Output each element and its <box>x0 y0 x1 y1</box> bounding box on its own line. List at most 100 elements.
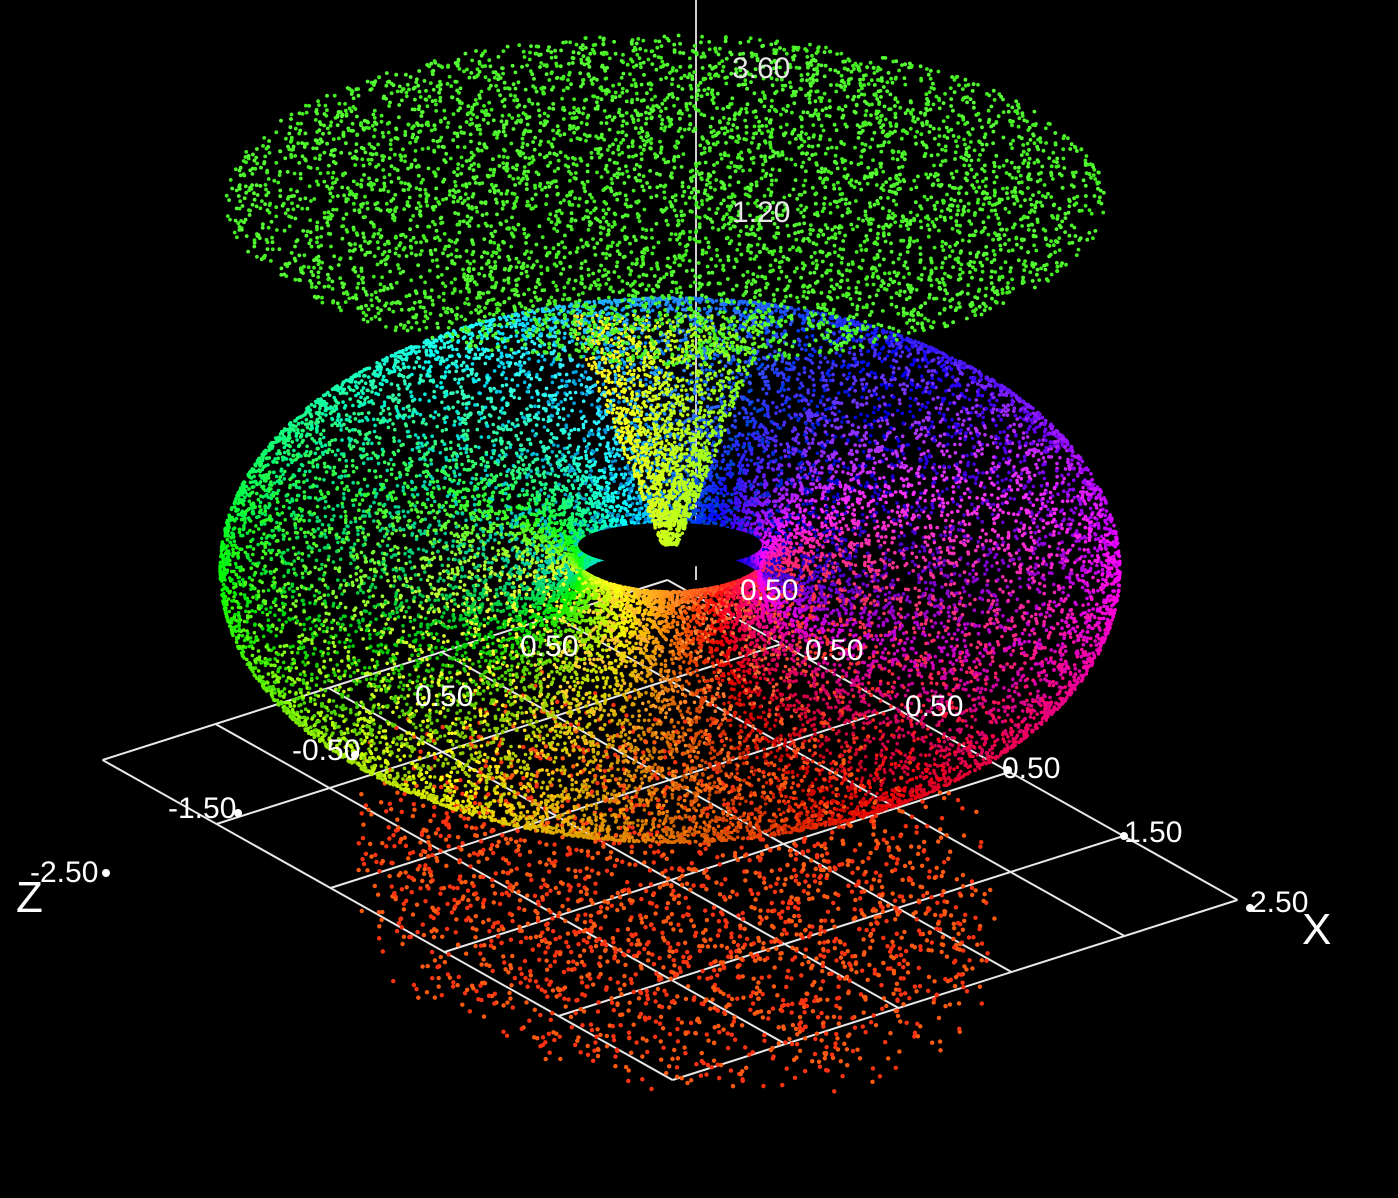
lower-point <box>406 856 410 860</box>
lower-point <box>621 952 625 956</box>
lower-point <box>650 901 654 905</box>
lower-point <box>830 830 834 834</box>
lower-point <box>690 861 694 865</box>
lower-point <box>694 931 698 935</box>
torus-point <box>577 445 581 449</box>
lower-point <box>795 1032 799 1036</box>
lower-point <box>560 904 564 908</box>
lower-point <box>528 850 532 854</box>
lower-point <box>624 1065 628 1069</box>
lower-point <box>770 901 774 905</box>
lower-point <box>713 988 717 992</box>
lower-point <box>601 844 605 848</box>
lower-point <box>395 817 399 821</box>
lower-point <box>676 1017 680 1021</box>
lower-point <box>829 836 833 840</box>
lower-point <box>899 976 903 980</box>
lower-point <box>790 946 794 950</box>
lower-point <box>631 934 635 938</box>
torus-point <box>529 498 533 502</box>
lower-point <box>756 891 760 895</box>
lower-point <box>787 901 791 905</box>
lower-point <box>774 946 778 950</box>
lower-point <box>574 875 578 879</box>
lower-point <box>749 905 753 909</box>
lower-point <box>622 983 626 987</box>
lower-point <box>920 799 924 803</box>
lower-point <box>743 942 747 946</box>
lower-point <box>546 927 550 931</box>
lower-point <box>824 1045 828 1049</box>
lower-point <box>590 1028 594 1032</box>
lower-point <box>700 783 704 787</box>
lower-point <box>670 912 674 916</box>
lower-point <box>615 908 619 912</box>
lower-point <box>537 958 541 962</box>
lower-point <box>935 993 939 997</box>
lower-point <box>676 1039 680 1043</box>
lower-point <box>491 969 495 973</box>
lower-point <box>796 907 800 911</box>
lower-point <box>553 959 557 963</box>
lower-point <box>415 930 419 934</box>
lower-point <box>704 997 708 1001</box>
lower-point <box>501 927 505 931</box>
lower-point <box>927 907 931 911</box>
lower-point <box>850 1016 854 1020</box>
lower-point <box>957 1001 961 1005</box>
lower-point <box>864 880 868 884</box>
lower-point <box>626 938 630 942</box>
torus-point <box>387 462 391 466</box>
lower-point <box>493 891 497 895</box>
lower-point <box>980 958 984 962</box>
lower-point <box>444 864 448 868</box>
lower-point <box>519 972 523 976</box>
lower-point <box>933 913 937 917</box>
lower-point <box>563 919 567 923</box>
lower-point <box>569 950 573 954</box>
lower-point <box>426 854 430 858</box>
lower-point <box>608 808 612 812</box>
lower-point <box>511 885 515 889</box>
lower-point <box>610 872 614 876</box>
lower-point <box>684 997 688 1001</box>
lower-point <box>956 932 960 936</box>
lower-point <box>671 927 675 931</box>
lower-point <box>967 935 971 939</box>
lower-point <box>460 1002 464 1006</box>
lower-point <box>915 1022 919 1026</box>
lower-point <box>630 981 634 985</box>
lower-point <box>701 884 705 888</box>
lower-point <box>604 943 608 947</box>
lower-point <box>364 803 368 807</box>
lower-point <box>395 929 399 933</box>
lower-point <box>901 965 905 969</box>
lower-point <box>426 840 430 844</box>
lower-point <box>934 926 938 930</box>
lower-point <box>605 869 609 873</box>
lower-point <box>688 888 692 892</box>
lower-point <box>472 874 476 878</box>
lower-point <box>914 910 918 914</box>
lower-point <box>738 934 742 938</box>
torus-point <box>620 684 624 688</box>
lower-point <box>578 869 582 873</box>
lower-point <box>684 896 688 900</box>
lower-point <box>369 854 373 858</box>
lower-point <box>705 874 709 878</box>
torus-point <box>284 620 288 624</box>
lower-point <box>611 940 615 944</box>
lower-point <box>474 914 478 918</box>
lower-point <box>473 801 477 805</box>
lower-point <box>643 739 647 743</box>
lower-point <box>517 925 521 929</box>
lower-point <box>741 917 745 921</box>
lower-point <box>812 999 816 1003</box>
lower-point <box>962 833 966 837</box>
lower-point <box>639 897 643 901</box>
lower-point <box>569 1015 573 1019</box>
lower-point <box>858 842 862 846</box>
lower-point <box>515 829 519 833</box>
